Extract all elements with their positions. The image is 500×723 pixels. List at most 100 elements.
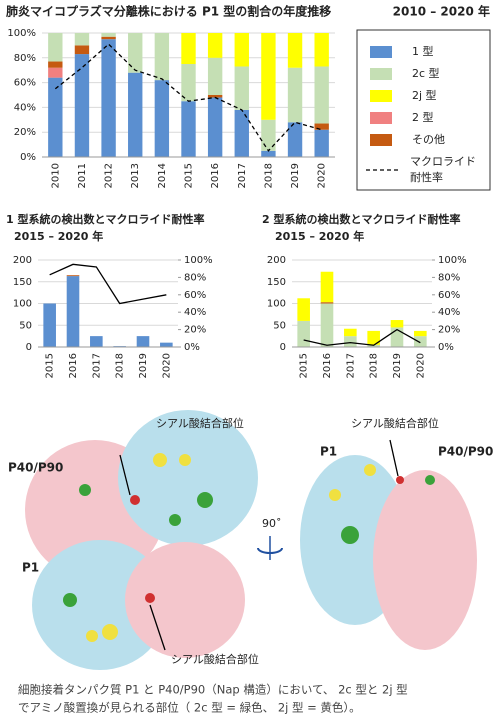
chart-subtitle: 2015 – 2020 年 [275,229,364,243]
chart-subtitle: 2015 – 2020 年 [14,229,103,243]
y-tick-label: 100 [267,299,286,310]
bar-segment [344,336,357,347]
x-tick-label: 2016 [322,353,333,378]
x-tick-label: 2015 [45,353,56,378]
bar-segment [74,45,90,55]
bar-segment [297,298,310,321]
bar-segment [207,57,223,95]
protein-label: P40/P90 [438,445,493,459]
y-tick-label: 150 [13,277,32,288]
caption: 細胞接着タンパク質 P1 と P40/P90（Nap 構造）において、 2c 型… [18,683,408,697]
x-tick-label: 2020 [161,353,172,378]
legend-swatch [370,134,392,146]
legend-swatch [370,112,392,124]
site-label: シアル酸結合部位 [171,652,259,666]
bar-segment [48,61,63,68]
bar-segment [48,67,63,78]
bar-segment [66,276,80,347]
caption: でアミノ酸置換が見られる部位（ 2c 型 = 緑色、 2j 型 = 黄色）。 [18,701,361,715]
bar-segment [101,39,116,158]
x-tick-label: 2015 [184,163,195,188]
line-series [303,328,421,346]
x-tick-label: 2014 [157,163,168,188]
legend-label: 2c 型 [412,66,440,80]
bar-segment [207,33,223,58]
y-tick-label: 40% [14,102,36,113]
legend-swatch [370,90,392,102]
bar-segment [48,33,63,62]
legend-swatch [370,68,392,80]
x-tick-label: 2013 [130,163,141,188]
bar-segment [207,97,223,157]
x-tick-label: 2019 [138,353,149,378]
bar-segment [261,33,276,120]
y2-tick-label: 40% [184,307,206,318]
chart-subtitle: 2010 – 2020 年 [393,4,490,19]
chart-title: 1 型系統の検出数とマクロライド耐性率 [6,212,204,226]
legend-label: 2 型 [412,110,434,124]
bar-segment [101,36,116,40]
y-tick-label: 200 [267,255,286,266]
bar-segment [261,119,276,151]
chart-title: 2 型系統の検出数とマクロライド耐性率 [262,212,460,226]
y-tick-label: 80% [14,53,36,64]
y2-tick-label: 60% [184,290,206,301]
bar-segment [154,80,170,157]
x-tick-label: 2010 [50,163,61,188]
bar-segment [66,275,80,277]
y-tick-label: 0% [20,152,36,163]
y2-tick-label: 100% [438,255,467,266]
bar-segment [128,72,143,157]
x-tick-label: 2012 [104,163,115,188]
y-tick-label: 50 [273,320,286,331]
structure-left [25,410,258,670]
bar-segment [344,328,357,337]
bar-segment [314,129,329,157]
y-tick-label: 150 [267,277,286,288]
y2-tick-label: 20% [438,325,460,336]
line-series [49,263,167,305]
x-tick-label: 2019 [290,163,301,188]
y-tick-label: 60% [14,78,36,89]
rotation-label: 90˚ [262,517,282,530]
bar-segment [287,67,303,123]
bar-segment [128,33,143,73]
bar-segment [314,123,329,130]
x-tick-label: 2019 [392,353,403,378]
y2-tick-label: 60% [438,290,460,301]
structure-right [257,439,477,650]
bar-segment [414,336,427,347]
bar-segment [261,150,276,157]
y-tick-label: 50 [19,320,32,331]
bar-segment [320,302,334,304]
x-tick-label: 2020 [317,163,328,188]
bar-segment [367,330,380,345]
site-label: シアル酸結合部位 [156,416,244,430]
y-tick-label: 100 [13,299,32,310]
x-tick-label: 2015 [299,353,310,378]
y2-tick-label: 80% [184,272,206,283]
x-tick-label: 2017 [345,353,356,378]
x-tick-label: 2018 [263,163,274,188]
x-tick-label: 2020 [415,353,426,378]
x-tick-label: 2011 [77,163,88,188]
y-tick-label: 200 [13,255,32,266]
protein-label: P1 [22,561,39,575]
y-tick-label: 100% [7,28,36,39]
bar-segment [136,336,150,347]
y-tick-label: 0 [26,342,32,353]
legend-label: 1 型 [412,44,434,58]
bar-segment [101,33,116,37]
legend-label: 2j 型 [412,88,437,102]
x-tick-label: 2018 [369,353,380,378]
y2-tick-label: 80% [438,272,460,283]
bar-segment [74,33,90,46]
x-tick-label: 2016 [68,353,79,378]
legend-label: マクロライド耐性率 [410,155,476,184]
protein-label: P1 [320,445,337,459]
y-tick-label: 0 [280,342,286,353]
bar-segment [154,33,170,81]
bar-segment [287,33,303,68]
line-series [54,43,322,152]
